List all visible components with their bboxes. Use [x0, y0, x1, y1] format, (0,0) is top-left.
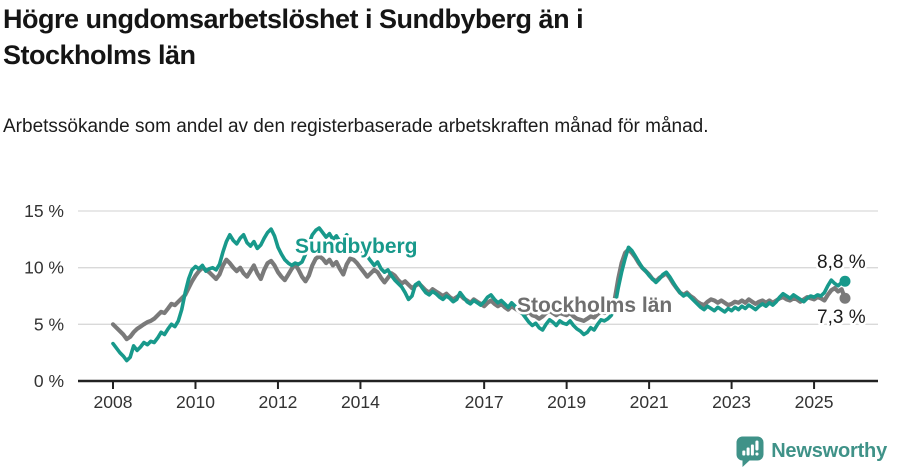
x-tick-label: 2019: [547, 392, 586, 412]
newsworthy-logo: Newsworthy: [736, 436, 887, 467]
y-axis-labels: 15 % 10 % 5 % 0 %: [24, 201, 64, 391]
series-line-sundbyberg: [111, 226, 847, 363]
end-value-label-sundbyberg: 8,8 %: [817, 252, 866, 273]
x-axis: [78, 379, 878, 389]
chart-title: Högre ungdomsarbetslöshet i Sundbyberg ä…: [3, 4, 584, 70]
x-axis-labels: 2008 2010 2012 2014 2017 2019 2021 2023 …: [94, 392, 834, 412]
series-end-dot-sundbyberg: [839, 275, 851, 287]
newsworthy-icon: [736, 436, 764, 467]
series-line-stockholms-lan: [110, 247, 848, 342]
series-label-stockholms-lan: Stockholms län: [517, 294, 672, 317]
x-tick-label: 2008: [94, 392, 133, 412]
y-tick-label: 0 %: [34, 371, 64, 391]
series-end-dot-stockholms-lan: [839, 292, 851, 304]
x-tick-label: 2017: [465, 392, 504, 412]
x-tick-label: 2025: [795, 392, 834, 412]
x-tick-label: 2010: [176, 392, 215, 412]
y-tick-label: 15 %: [24, 201, 64, 221]
x-tick-label: 2012: [258, 392, 297, 412]
x-tick-label: 2021: [630, 392, 669, 412]
series-label-sundbyberg: Sundbyberg: [295, 235, 418, 258]
bar-chart-glyph: [742, 440, 759, 456]
end-value-label-stockholms-lan: 7,3 %: [817, 307, 866, 328]
newsworthy-brand-text: Newsworthy: [771, 440, 887, 462]
y-tick-label: 10 %: [24, 258, 64, 278]
chart-subtitle: Arbetssökande som andel av den registerb…: [3, 116, 709, 137]
y-tick-label: 5 %: [34, 314, 64, 334]
x-tick-label: 2014: [341, 392, 380, 412]
x-tick-label: 2023: [712, 392, 751, 412]
